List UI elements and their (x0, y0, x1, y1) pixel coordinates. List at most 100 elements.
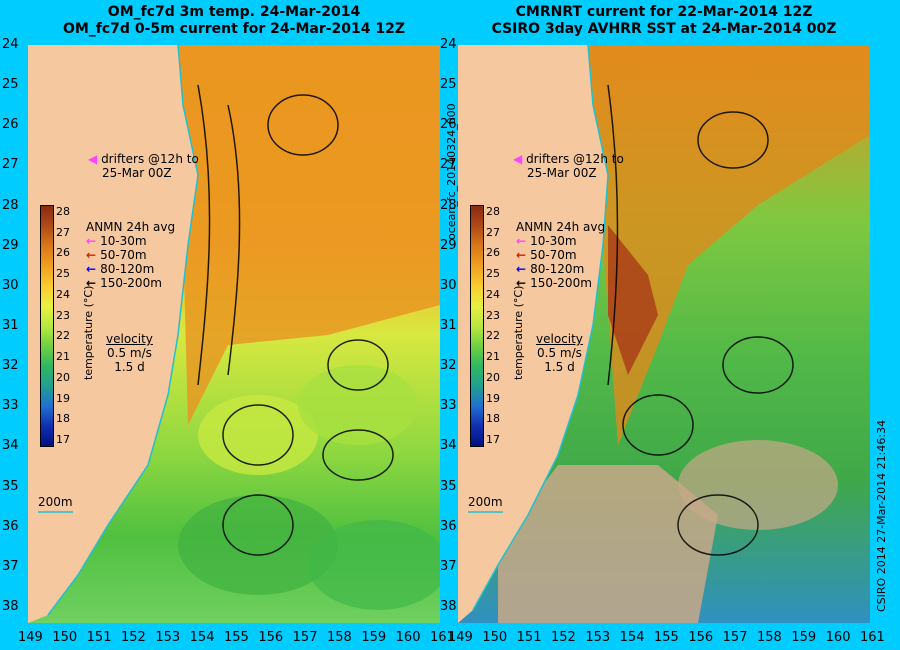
right-anmn-legend: ANMN 24h avg ← 10-30m ← 50-70m ← 80-120m ← 1… (516, 220, 606, 290)
y-tick-label: 38 (2, 599, 19, 614)
y-tick-label: 33 (440, 398, 457, 414)
y-tick-label: 30 (2, 277, 19, 293)
colorbar-tick-label: 18 (56, 412, 70, 426)
y-tick-label: 37 (2, 558, 19, 574)
x-tick-label: 153 (585, 630, 611, 645)
x-tick-label: 157 (292, 630, 318, 645)
y-tick-label: 28 (440, 197, 457, 213)
colorbar-tick-label: 24 (486, 287, 500, 301)
colorbar-tick-label: 19 (486, 391, 500, 405)
y-tick-label: 35 (440, 478, 457, 494)
left-velocity-legend: velocity 0.5 m/s 1.5 d (106, 332, 153, 374)
x-tick-label: 157 (722, 630, 748, 645)
colorbar-tick-label: 27 (56, 225, 70, 239)
x-tick-label: 151 (516, 630, 542, 645)
right-drifters-label: ◀ drifters @12h to 25-Mar 00Z (513, 152, 624, 180)
left-colorbar-label: temperature (°C) (82, 285, 95, 380)
right-title-line1: CMRNRT current for 22-Mar-2014 12Z (515, 4, 813, 20)
left-title-line2: OM_fc7d 0-5m current for 24-Mar-2014 12Z (62, 21, 406, 37)
colorbar-tick-label: 25 (486, 267, 500, 281)
y-tick-label: 32 (440, 358, 457, 374)
right-colorbar-label: temperature (°C) (512, 285, 525, 380)
y-tick-label: 25 (2, 77, 19, 93)
x-tick-label: 158 (327, 630, 352, 645)
colorbar-tick-label: 19 (56, 391, 70, 405)
y-tick-label: 27 (2, 157, 19, 173)
anmn-item-80-120: ← 80-120m (86, 262, 155, 276)
right-colorbar (470, 205, 484, 447)
colorbar-tick-label: 25 (56, 267, 70, 281)
colorbar-tick-label: 21 (56, 350, 70, 364)
right-map-panel[interactable]: ◀ drifters @12h to 25-Mar 00Z ANMN 24h a… (458, 45, 870, 623)
x-tick-label: 158 (757, 630, 782, 645)
left-drifters-label: ◀ drifters @12h to 25-Mar 00Z (88, 152, 199, 180)
right-map-svg (458, 45, 870, 623)
x-tick-label: 160 (395, 630, 421, 645)
x-tick-label: 154 (619, 630, 645, 645)
y-tick-label: 28 (2, 197, 19, 213)
x-tick-label: 155 (654, 630, 679, 645)
colorbar-tick-label: 20 (486, 370, 500, 384)
left-colorbar (40, 205, 54, 447)
y-tick-label: 26 (2, 117, 19, 133)
y-tick-label: 35 (2, 478, 19, 494)
anmn-item-150-200: ← 150-200m (86, 276, 162, 290)
drifters-line2: 25-Mar 00Z (102, 166, 172, 180)
x-tick-label: 150 (482, 630, 508, 645)
colorbar-tick-label: 17 (486, 433, 500, 446)
x-tick-label: 161 (430, 630, 455, 645)
left-map-svg (28, 45, 440, 623)
y-tick-label: 36 (2, 518, 19, 534)
y-tick-label: 32 (2, 358, 19, 374)
left-map-panel[interactable]: ◀ drifters @12h to 25-Mar 00Z ANMN 24h a… (28, 45, 440, 623)
left-isobath-label: 200m (38, 495, 73, 509)
right-title-line2: CSIRO 3day AVHRR SST at 24-Mar-2014 00Z (491, 21, 837, 37)
colorbar-tick-label: 28 (486, 205, 500, 218)
right-isobath-label: 200m (468, 495, 503, 509)
y-tick-label: 33 (2, 398, 19, 414)
anmn-item-10-30: ← 10-30m (86, 234, 147, 248)
y-tick-label: 34 (440, 438, 457, 454)
colorbar-tick-label: 18 (486, 412, 500, 426)
y-tick-label: 38 (440, 599, 457, 614)
x-tick-label: 152 (121, 630, 146, 645)
anmn-title: ANMN 24h avg (86, 220, 176, 234)
y-tick-label: 24 (440, 37, 457, 52)
colorbar-tick-label: 20 (56, 370, 70, 384)
x-tick-label: 154 (189, 630, 215, 645)
x-tick-label: 156 (258, 630, 284, 645)
y-tick-label: 36 (440, 518, 457, 534)
y-tick-label: 31 (440, 318, 457, 333)
y-tick-label: 25 (440, 77, 457, 93)
colorbar-tick-label: 26 (486, 246, 500, 260)
x-tick-label: 153 (155, 630, 181, 645)
colorbar-tick-label: 24 (56, 287, 70, 301)
footer-right: CSIRO 2014 27-Mar-2014 21:46:34 (875, 419, 888, 612)
y-tick-label: 37 (440, 558, 457, 574)
x-tick-label: 159 (361, 630, 387, 645)
y-tick-label: 26 (440, 117, 457, 133)
x-tick-label: 155 (224, 630, 249, 645)
colorbar-tick-label: 27 (486, 225, 500, 239)
y-tick-label: 24 (2, 37, 19, 52)
anmn-item-50-70: ← 50-70m (86, 248, 147, 262)
y-tick-label: 31 (2, 318, 19, 333)
y-tick-label: 30 (440, 277, 457, 293)
left-title: OM_fc7d 3m temp. 24-Mar-2014 OM_fc7d 0-5… (28, 4, 440, 38)
x-tick-label: 150 (52, 630, 78, 645)
drifters-line1: drifters @12h to (101, 152, 199, 166)
velocity-time: 1.5 d (114, 360, 145, 374)
colorbar-tick-label: 17 (56, 433, 70, 446)
y-tick-label: 27 (440, 157, 457, 173)
x-tick-label: 156 (688, 630, 714, 645)
velocity-title: velocity (106, 332, 153, 346)
colorbar-tick-label: 22 (486, 329, 500, 343)
y-tick-label: 34 (2, 438, 19, 454)
x-tick-label: 161 (860, 630, 885, 645)
x-tick-label: 151 (86, 630, 112, 645)
y-tick-label: 29 (2, 237, 19, 253)
left-title-line1: OM_fc7d 3m temp. 24-Mar-2014 (107, 4, 361, 20)
x-tick-label: 152 (551, 630, 576, 645)
velocity-speed: 0.5 m/s (107, 346, 152, 360)
colorbar-tick-label: 22 (56, 329, 70, 343)
